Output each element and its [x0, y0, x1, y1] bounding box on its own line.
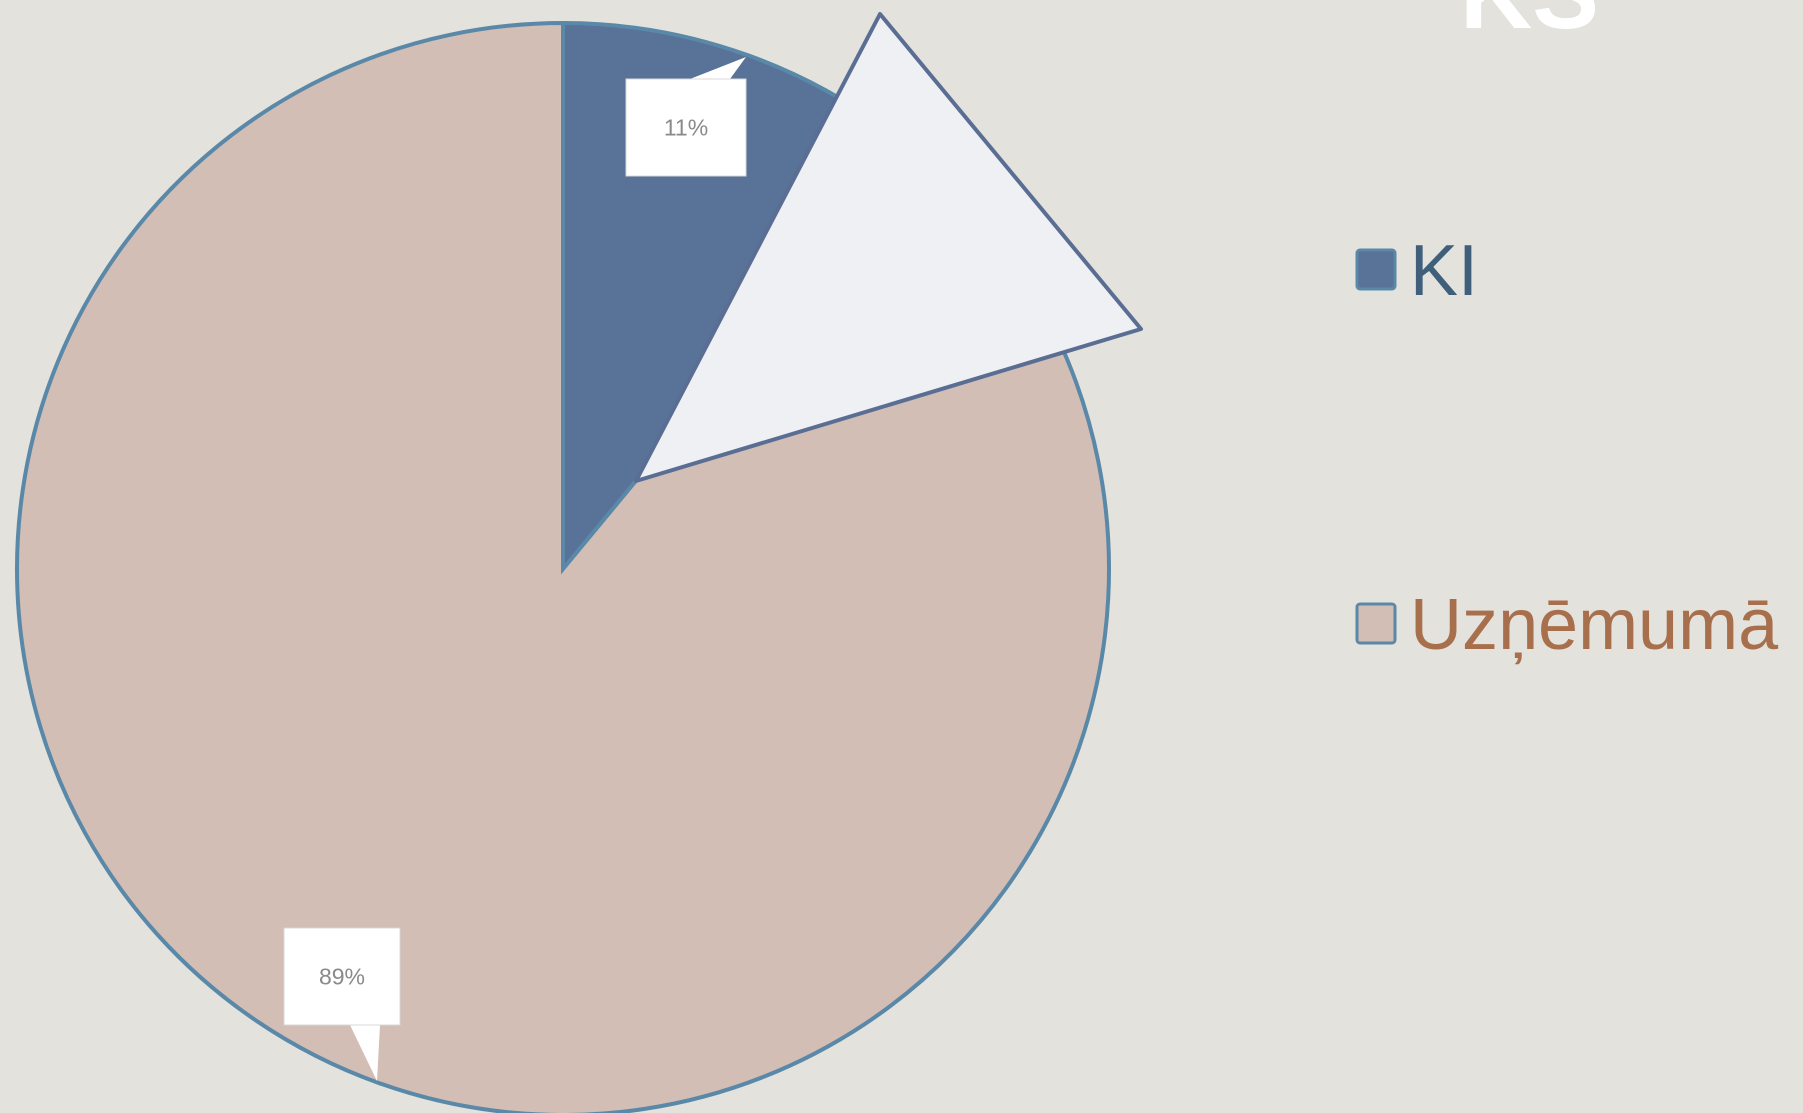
legend-swatch	[1355, 248, 1397, 291]
label-box	[283, 927, 401, 1026]
legend-swatch	[1355, 602, 1397, 645]
callout-shape	[634, 12, 1143, 483]
label-tail	[350, 1025, 380, 1081]
data-label: 11%	[664, 115, 708, 141]
label-box	[625, 78, 747, 177]
chart-title: KS	[1460, 0, 1599, 50]
legend-label: Uzņēmumā	[1410, 585, 1779, 665]
label-tail	[690, 57, 746, 79]
legend-label: KI	[1410, 231, 1478, 311]
data-label: 89%	[319, 964, 365, 990]
